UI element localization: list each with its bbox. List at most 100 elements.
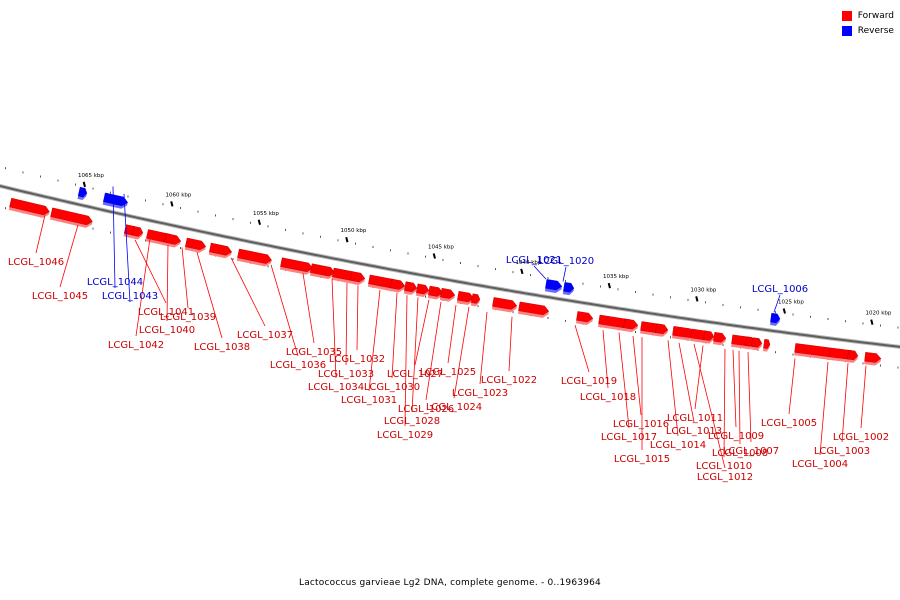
minor-tick-inner <box>267 265 269 268</box>
gene-arrow[interactable] <box>415 283 430 298</box>
gene-label[interactable]: LCGL_1016 <box>613 419 669 430</box>
gene-label[interactable]: LCGL_1020 <box>538 256 594 267</box>
gene-arrow[interactable] <box>456 291 475 306</box>
gene-label[interactable]: LCGL_1022 <box>481 375 537 386</box>
gene-leader-line <box>425 301 442 401</box>
gene-arrow[interactable] <box>794 343 836 360</box>
gene-arrow[interactable] <box>184 237 207 254</box>
gene-leader-line <box>738 350 741 445</box>
gene-arrow[interactable] <box>770 312 781 326</box>
gene-arrow[interactable] <box>208 242 233 259</box>
gene-label[interactable]: LCGL_1028 <box>384 416 440 427</box>
gene-label[interactable]: LCGL_1008 <box>712 448 768 459</box>
gene-label[interactable]: LCGL_1041 <box>138 307 194 318</box>
tick-label: 1065 kbp <box>78 173 104 179</box>
gene-leader-line <box>230 257 266 327</box>
gene-label[interactable]: LCGL_1010 <box>696 461 752 472</box>
gene-arrow[interactable] <box>163 233 182 248</box>
gene-label[interactable]: LCGL_1039 <box>160 312 216 323</box>
gene-label[interactable]: LCGL_1007 <box>723 446 779 457</box>
gene-label[interactable]: LCGL_1031 <box>341 395 397 406</box>
gene-arrow[interactable] <box>562 282 575 296</box>
gene-arrow[interactable] <box>367 274 398 292</box>
gene-label[interactable]: LCGL_1042 <box>108 340 164 351</box>
gene-label[interactable]: LCGL_1013 <box>666 426 722 437</box>
gene-arrow[interactable] <box>403 281 418 296</box>
gene-arrow[interactable] <box>864 352 882 366</box>
major-tick <box>432 253 436 259</box>
gene-arrow[interactable] <box>544 279 563 293</box>
gene-arrow[interactable] <box>349 271 366 285</box>
gene-label[interactable]: LCGL_1014 <box>650 440 706 451</box>
gene-arrow[interactable] <box>575 311 594 326</box>
gene-label[interactable]: LCGL_1012 <box>697 472 753 483</box>
major-tick <box>782 308 786 314</box>
gene-label[interactable]: LCGL_1036 <box>270 360 326 371</box>
gene-arrow-body <box>163 233 182 245</box>
gene-label[interactable]: LCGL_1009 <box>708 431 764 442</box>
gene-arrow-body <box>713 332 727 343</box>
gene-arrow[interactable] <box>389 278 406 293</box>
gene-arrow[interactable] <box>847 349 859 363</box>
backbone-line <box>0 184 900 348</box>
gene-arrow-body <box>655 323 669 335</box>
gene-arrow-body <box>457 291 475 303</box>
minor-tick-outer <box>547 277 549 279</box>
gene-label[interactable]: LCGL_1011 <box>667 413 723 424</box>
gene-label[interactable]: LCGL_1025 <box>420 367 476 378</box>
gene-arrow[interactable] <box>672 326 696 341</box>
gene-arrow-body <box>576 311 594 323</box>
gene-label[interactable]: LCGL_1030 <box>364 382 420 393</box>
gene-arrow[interactable] <box>517 301 550 319</box>
gene-arrow[interactable] <box>439 287 456 302</box>
gene-label[interactable]: LCGL_1006 <box>752 284 808 295</box>
gene-arrow[interactable] <box>702 330 715 344</box>
minor-tick-outer <box>652 293 654 296</box>
gene-label[interactable]: LCGL_1019 <box>561 376 617 387</box>
gene-label[interactable]: LCGL_1023 <box>452 388 508 399</box>
gene-label[interactable]: LCGL_1035 <box>286 347 342 358</box>
gene-arrow[interactable] <box>427 285 444 300</box>
gene-arrow[interactable] <box>712 332 727 346</box>
gene-arrow[interactable] <box>8 197 51 219</box>
gene-arrow-body <box>770 312 781 324</box>
gene-arrow[interactable] <box>654 323 669 338</box>
gene-label[interactable]: LCGL_1034 <box>308 382 364 393</box>
gene-leader-line <box>181 247 189 309</box>
gene-arrow[interactable] <box>49 207 94 229</box>
gene-label[interactable]: LCGL_1017 <box>601 432 657 443</box>
gene-arrow[interactable] <box>491 297 518 313</box>
gene-label[interactable]: LCGL_1015 <box>614 454 670 465</box>
gene-arrow[interactable] <box>470 293 481 307</box>
gene-label[interactable]: LCGL_1046 <box>8 257 64 268</box>
gene-label[interactable]: LCGL_1026 <box>398 404 454 415</box>
gene-arrow-shadow <box>236 257 272 267</box>
gene-label[interactable]: LCGL_1045 <box>32 291 88 302</box>
gene-label[interactable]: LCGL_1003 <box>814 446 870 457</box>
minor-tick-outer <box>880 324 881 327</box>
gene-label[interactable]: LCGL_1033 <box>318 369 374 380</box>
gene-arrow[interactable] <box>751 337 763 351</box>
gene-label[interactable]: LCGL_1043 <box>102 291 158 302</box>
gene-arrow[interactable] <box>309 263 336 280</box>
gene-arrow[interactable] <box>77 186 88 201</box>
gene-label[interactable]: LCGL_1021 <box>506 255 562 266</box>
gene-label[interactable]: LCGL_1018 <box>580 392 636 403</box>
gene-label[interactable]: LCGL_1005 <box>761 418 817 429</box>
gene-arrow[interactable] <box>236 248 273 268</box>
gene-label[interactable]: LCGL_1032 <box>329 354 385 365</box>
gene-label[interactable]: LCGL_1037 <box>237 330 293 341</box>
gene-label[interactable]: LCGL_1027 <box>387 369 443 380</box>
gene-arrow[interactable] <box>622 318 639 333</box>
gene-label[interactable]: LCGL_1002 <box>833 432 889 443</box>
gene-label[interactable]: LCGL_1029 <box>377 430 433 441</box>
gene-arrow[interactable] <box>131 226 144 240</box>
gene-arrow[interactable] <box>279 257 314 276</box>
gene-label[interactable]: LCGL_1040 <box>139 325 195 336</box>
gene-label[interactable]: LCGL_1024 <box>426 402 482 413</box>
gene-label[interactable]: LCGL_1004 <box>792 459 848 470</box>
gene-arrow[interactable] <box>763 338 771 352</box>
gene-label[interactable]: LCGL_1038 <box>194 342 250 353</box>
major-tick <box>870 319 874 325</box>
gene-label[interactable]: LCGL_1044 <box>87 277 143 288</box>
